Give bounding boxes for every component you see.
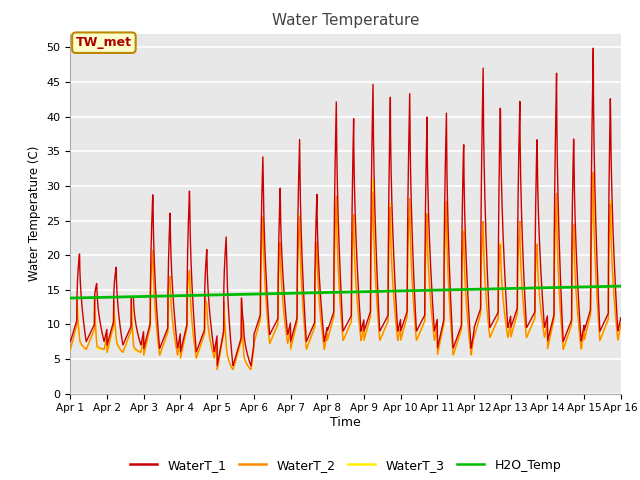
- WaterT_1: [247, 363, 255, 369]
- Line: WaterT_3: WaterT_3: [70, 175, 621, 370]
- Line: WaterT_2: WaterT_2: [70, 172, 621, 370]
- Line: WaterT_1: WaterT_1: [70, 48, 621, 366]
- H2O_Temp: [67, 295, 74, 301]
- WaterT_2: [362, 332, 369, 337]
- WaterT_1: [568, 204, 576, 209]
- WaterT_3: [617, 322, 625, 327]
- WaterT_1: [589, 45, 597, 51]
- H2O_Temp: [568, 284, 576, 290]
- H2O_Temp: [617, 283, 625, 289]
- WaterT_1: [617, 315, 625, 321]
- WaterT_3: [584, 324, 591, 330]
- WaterT_2: [213, 367, 221, 372]
- WaterT_2: [506, 325, 513, 331]
- Text: TW_met: TW_met: [76, 36, 132, 49]
- H2O_Temp: [584, 284, 591, 290]
- WaterT_3: [67, 347, 74, 352]
- WaterT_1: [584, 316, 591, 322]
- H2O_Temp: [374, 288, 381, 294]
- WaterT_1: [506, 317, 513, 323]
- WaterT_2: [374, 311, 381, 317]
- WaterT_2: [67, 347, 74, 352]
- WaterT_2: [589, 169, 597, 175]
- WaterT_1: [220, 284, 228, 289]
- Legend: WaterT_1, WaterT_2, WaterT_3, H2O_Temp: WaterT_1, WaterT_2, WaterT_3, H2O_Temp: [125, 454, 566, 477]
- WaterT_2: [617, 322, 625, 327]
- H2O_Temp: [220, 292, 228, 298]
- WaterT_1: [67, 339, 74, 345]
- WaterT_2: [220, 307, 228, 313]
- WaterT_3: [374, 302, 381, 308]
- WaterT_3: [220, 330, 228, 336]
- X-axis label: Time: Time: [330, 416, 361, 429]
- WaterT_1: [362, 324, 369, 329]
- Line: H2O_Temp: H2O_Temp: [70, 286, 621, 298]
- Title: Water Temperature: Water Temperature: [272, 13, 419, 28]
- WaterT_3: [589, 172, 597, 178]
- WaterT_3: [362, 332, 369, 337]
- WaterT_1: [374, 284, 381, 289]
- H2O_Temp: [362, 289, 369, 295]
- H2O_Temp: [506, 286, 513, 291]
- WaterT_3: [506, 326, 513, 332]
- WaterT_3: [568, 264, 576, 270]
- WaterT_3: [213, 367, 221, 372]
- WaterT_2: [584, 324, 591, 329]
- WaterT_2: [568, 250, 576, 256]
- Y-axis label: Water Temperature (C): Water Temperature (C): [28, 146, 41, 281]
